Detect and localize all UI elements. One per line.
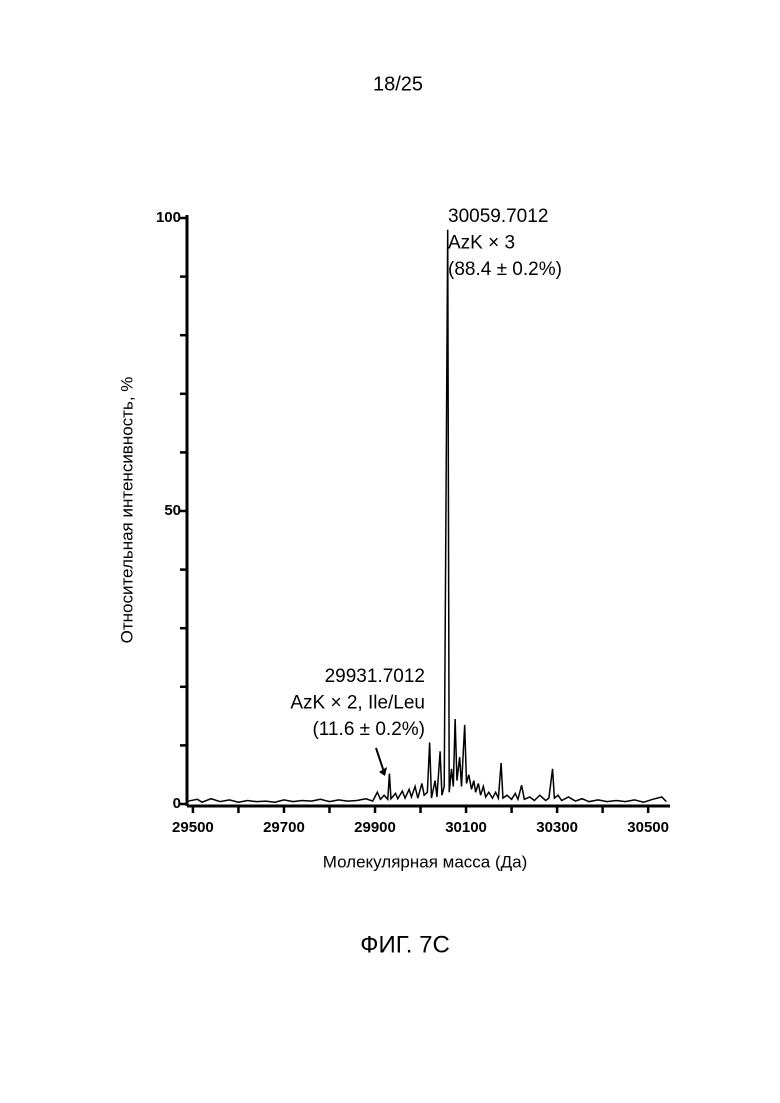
x-tick-label: 29700 xyxy=(263,819,305,836)
x-tick-label: 29900 xyxy=(354,819,396,836)
peak-annotation: 30059.7012 xyxy=(448,206,548,227)
x-axis-label: Молекулярная масса (Да) xyxy=(323,852,528,871)
x-tick-label: 30500 xyxy=(627,819,669,836)
x-tick-label: 30300 xyxy=(536,819,578,836)
peak-annotation: AzK × 2, Ile/Leu xyxy=(290,693,425,714)
y-axis-label: Относительная интенсивность, % xyxy=(117,377,136,644)
spectrum-line xyxy=(188,230,666,803)
peak-annotation: (11.6 ± 0.2%) xyxy=(312,719,425,740)
y-tick-label: 100 xyxy=(156,209,181,226)
x-tick-label: 30100 xyxy=(445,819,487,836)
x-tick-label: 29500 xyxy=(172,819,214,836)
y-tick-label: 50 xyxy=(164,502,181,519)
peak-annotation: (88.4 ± 0.2%) xyxy=(448,259,562,280)
peak-annotation: 29931.7012 xyxy=(325,666,425,687)
peak-annotation: AzK × 3 xyxy=(448,233,515,254)
page: 18/25 ФИГ. 7C Молекулярная масса (Да) От… xyxy=(0,0,780,1103)
y-tick-label: 0 xyxy=(173,795,181,812)
annotation-arrow xyxy=(376,748,384,772)
figure-caption: ФИГ. 7C xyxy=(360,931,450,958)
page-number: 18/25 xyxy=(373,73,423,95)
